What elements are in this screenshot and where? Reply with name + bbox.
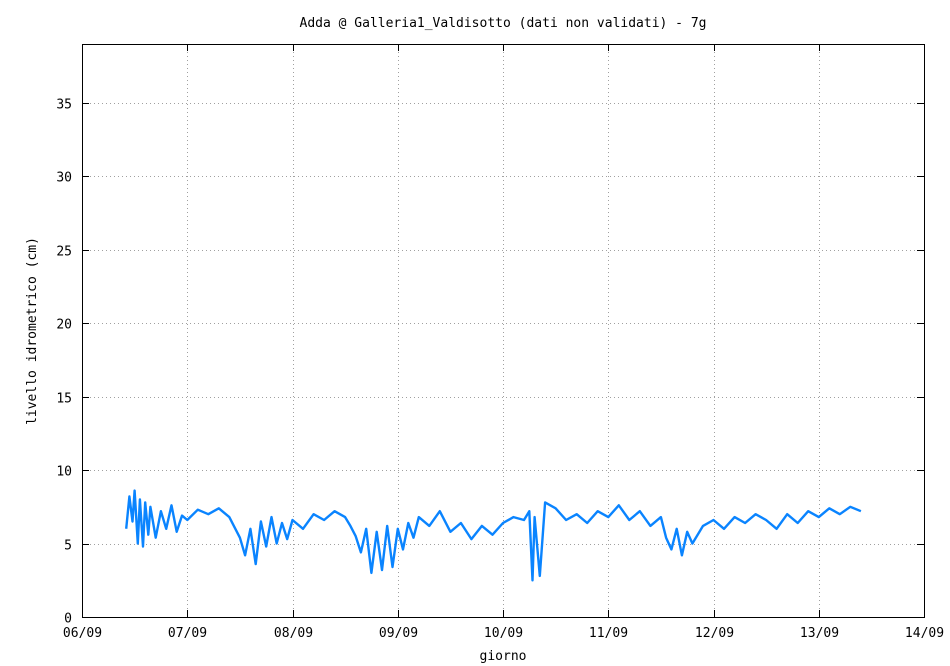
- x-tick-label: 12/09: [695, 626, 734, 641]
- series-layer: [125, 489, 862, 582]
- chart-title: Adda @ Galleria1_Valdisotto (dati non va…: [300, 16, 707, 31]
- x-tick-label: 07/09: [168, 626, 207, 641]
- axis-ticks: [82, 44, 925, 618]
- y-tick-label: 30: [56, 171, 72, 186]
- y-tick-label: 10: [56, 465, 72, 480]
- x-tick-label: 08/09: [274, 626, 313, 641]
- plot-frame: [82, 44, 925, 618]
- series-line: [125, 489, 862, 582]
- x-tick-label: 06/09: [63, 626, 102, 641]
- y-tick-label: 25: [56, 245, 72, 260]
- y-tick-label: 0: [64, 612, 72, 627]
- grid-lines: [82, 44, 924, 617]
- x-tick-label: 10/09: [484, 626, 523, 641]
- tick-labels: 0 5 10 15 20 25 30 35 06/09 07/09 08/09 09/09 10/09 1…: [56, 98, 944, 642]
- y-axis-label: livello idrometrico (cm): [25, 237, 40, 425]
- x-axis-label: giorno: [480, 649, 527, 664]
- x-tick-label: 09/09: [379, 626, 418, 641]
- x-tick-label: 14/09: [905, 626, 944, 641]
- y-tick-label: 20: [56, 318, 72, 333]
- y-tick-label: 35: [56, 98, 72, 113]
- x-tick-label: 13/09: [800, 626, 839, 641]
- y-tick-label: 5: [64, 539, 72, 554]
- y-tick-label: 15: [56, 392, 72, 407]
- x-tick-label: 11/09: [589, 626, 628, 641]
